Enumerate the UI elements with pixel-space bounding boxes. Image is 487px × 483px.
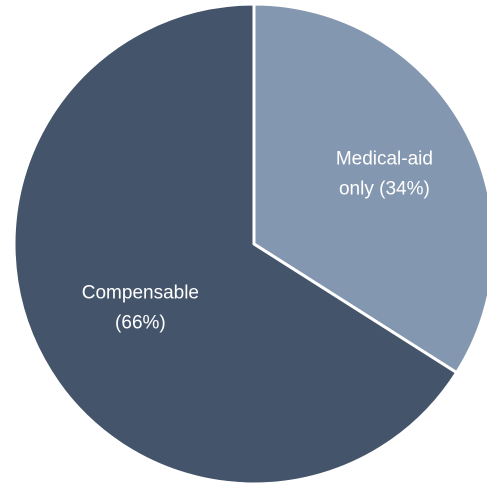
pie-label-line: (66%) <box>115 312 166 333</box>
pie-slice-compensable <box>12 2 459 483</box>
pie-label-line: Compensable <box>82 282 199 303</box>
slices-layer <box>12 2 487 483</box>
pie-label-line: Medical-aid <box>336 148 433 169</box>
labels-layer: Medical-aid only (34%) Compensable (66%) <box>82 148 433 333</box>
pie-label-medical-aid-only: Medical-aid only (34%) <box>336 148 433 199</box>
pie-label-line: only (34%) <box>339 178 430 199</box>
pie-label-compensable: Compensable (66%) <box>82 282 199 333</box>
